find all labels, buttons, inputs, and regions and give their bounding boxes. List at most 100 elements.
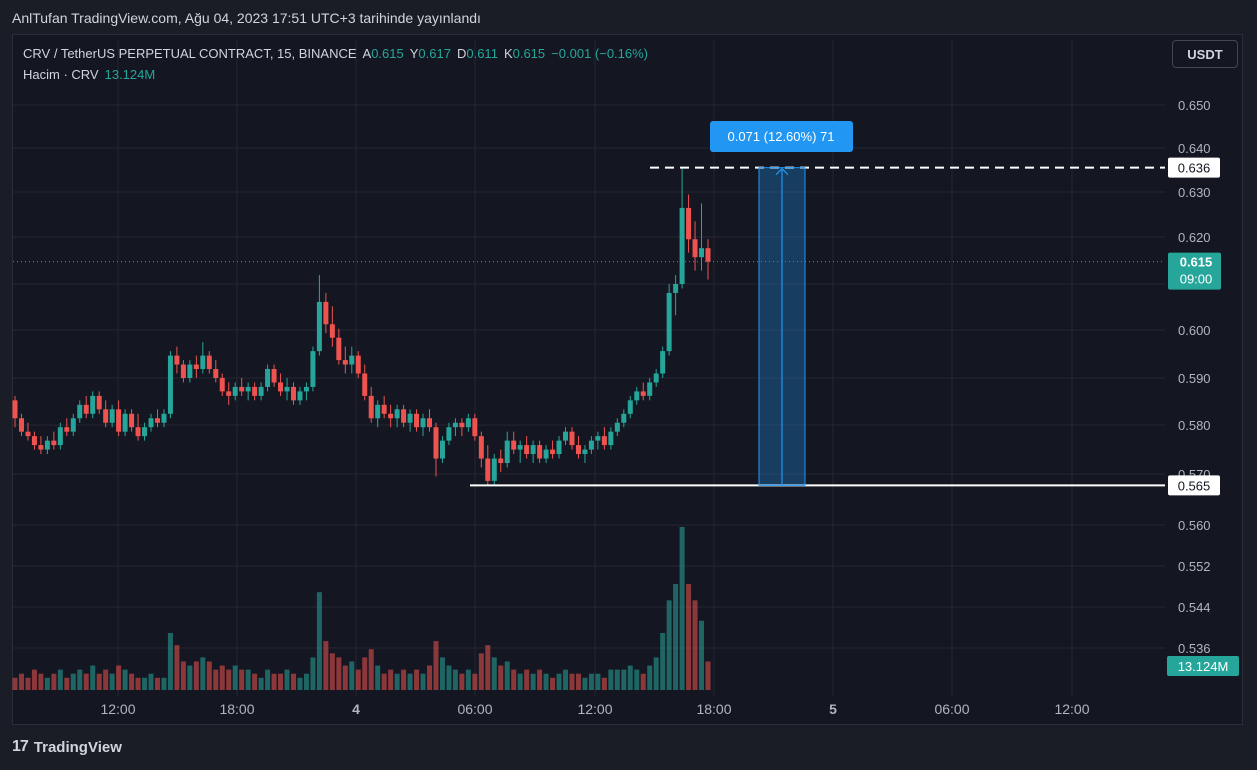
volume-bar: [660, 632, 666, 690]
volume-bar: [472, 673, 478, 690]
candle-body: [524, 445, 530, 455]
candle-body: [666, 292, 672, 352]
x-tick-label: 18:00: [696, 701, 731, 717]
candle-body: [537, 445, 543, 459]
volume-bar: [601, 677, 607, 690]
symbol-title[interactable]: CRV / TetherUS PERPETUAL CONTRACT, 15, B…: [23, 46, 357, 61]
volume-bar: [258, 677, 264, 690]
price-tag-lower-box: [1168, 475, 1220, 496]
volume-bar: [569, 673, 575, 690]
candle-body: [627, 400, 633, 414]
candle-body: [530, 445, 536, 455]
chart-panel[interactable]: [12, 34, 1243, 725]
candle-body: [219, 377, 225, 392]
volume-bar: [90, 665, 96, 690]
candle-body: [362, 373, 368, 396]
volume-bar: [530, 673, 536, 690]
volume-bar: [278, 673, 284, 690]
volume-bar: [57, 669, 63, 690]
volume-bar: [329, 653, 335, 690]
volume-bar: [64, 677, 70, 690]
volume-bar: [439, 657, 445, 690]
x-tick-label: 4: [352, 701, 360, 717]
y-tick-label: 0.590: [1178, 371, 1211, 386]
volume-bar: [524, 669, 530, 690]
published-caption: AnlTufan TradingView.com, Ağu 04, 2023 1…: [12, 10, 481, 26]
high-value: 0.617: [418, 46, 451, 61]
volume-bar: [161, 677, 167, 690]
measure-arrowhead-icon: [775, 167, 789, 176]
candle-body: [232, 386, 238, 396]
measure-label: 0.071 (12.60%) 71: [728, 129, 835, 144]
candle-body: [485, 458, 491, 481]
candle-body: [122, 413, 128, 432]
volume-bar: [401, 669, 407, 690]
volume-bar: [478, 653, 484, 690]
candle-body: [368, 395, 374, 419]
y-tick-label: 0.600: [1178, 323, 1211, 338]
volume-tag: 13.124M: [1178, 659, 1229, 674]
symbol-legend: CRV / TetherUS PERPETUAL CONTRACT, 15, B…: [23, 46, 648, 61]
candle-body: [427, 418, 433, 428]
candle-body: [472, 418, 478, 437]
open-label: A: [362, 46, 372, 61]
candle-body: [323, 301, 329, 325]
change-value: −0.001 (−0.16%): [551, 46, 649, 61]
candle-body: [439, 440, 445, 459]
volume-bar: [686, 584, 692, 690]
volume-bar: [498, 665, 504, 690]
volume-bar: [297, 677, 303, 690]
candle-body: [142, 427, 148, 437]
candle-body: [621, 413, 627, 423]
volume-bar: [485, 645, 491, 690]
candle-body: [57, 427, 63, 446]
candle-body: [213, 369, 219, 378]
candle-body: [83, 404, 89, 414]
currency-button[interactable]: USDT: [1172, 40, 1238, 68]
candle-body: [511, 440, 517, 450]
volume-bar: [388, 669, 394, 690]
x-tick-label: 5: [829, 701, 837, 717]
candle-body: [271, 369, 277, 383]
low-value: 0.611: [466, 46, 498, 61]
volume-bar: [265, 669, 271, 690]
volume-bar: [213, 669, 219, 690]
candle-body: [517, 445, 523, 450]
candle-body: [90, 395, 96, 414]
volume-bar: [96, 673, 102, 690]
candle-body: [64, 427, 70, 432]
price-tag-upper-box: [1168, 157, 1220, 178]
candle-body: [614, 422, 620, 432]
volume-bar: [517, 673, 523, 690]
volume-bar: [556, 673, 562, 690]
candle-body: [342, 360, 348, 365]
candle-body: [679, 207, 685, 284]
candle-body: [465, 418, 471, 428]
candle-body: [595, 436, 601, 441]
volume-bar: [239, 669, 245, 690]
volume-bar: [446, 665, 452, 690]
candle-body: [290, 386, 296, 401]
volume-bar: [77, 669, 83, 690]
volume-bar: [219, 665, 225, 690]
volume-bar: [122, 669, 128, 690]
volume-label[interactable]: Hacim · CRV: [23, 67, 99, 82]
volume-bar: [705, 661, 711, 690]
candle-body: [647, 382, 653, 396]
candle-body: [200, 355, 206, 370]
volume-bar: [608, 669, 614, 690]
x-tick-label: 12:00: [100, 701, 135, 717]
candle-body: [70, 418, 76, 432]
volume-bar: [109, 673, 115, 690]
close-label: K: [503, 46, 513, 61]
volume-bar: [232, 665, 238, 690]
volume-bar: [187, 665, 193, 690]
tradingview-logo[interactable]: 17 TradingView: [12, 738, 122, 756]
candle-body: [569, 431, 575, 446]
candle-body: [316, 301, 322, 352]
volume-bar: [290, 673, 296, 690]
candle-body: [394, 409, 400, 419]
candle-body: [265, 369, 271, 387]
volume-bar: [154, 677, 160, 690]
